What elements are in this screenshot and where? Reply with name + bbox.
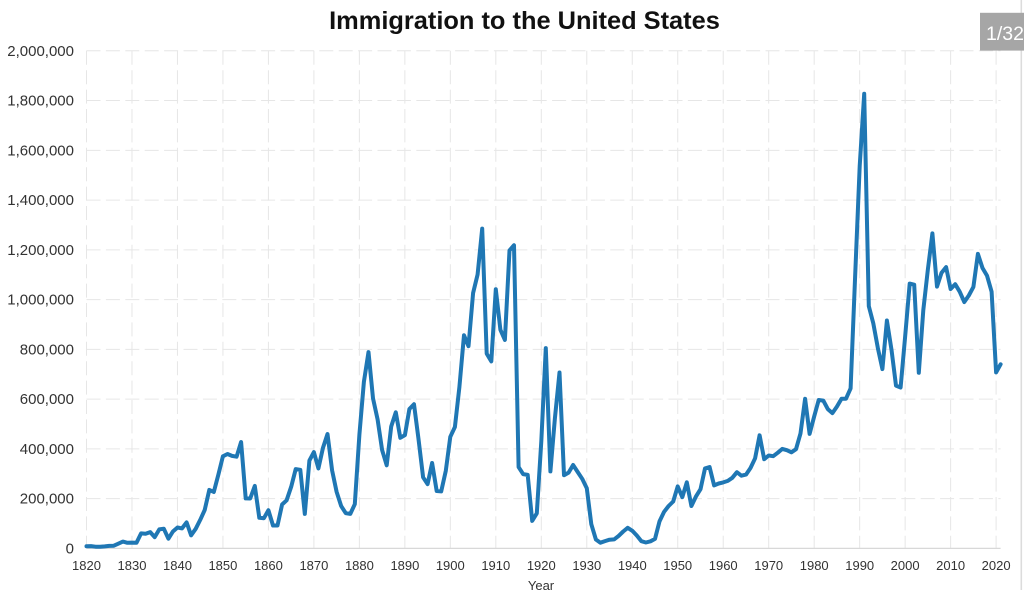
svg-text:1900: 1900 bbox=[436, 558, 465, 573]
svg-text:800,000: 800,000 bbox=[20, 341, 74, 358]
svg-text:Immigration to the United Stat: Immigration to the United States bbox=[329, 7, 720, 35]
svg-text:1910: 1910 bbox=[481, 558, 510, 573]
svg-text:Year: Year bbox=[528, 578, 555, 590]
svg-text:2020: 2020 bbox=[982, 558, 1011, 573]
svg-text:1,200,000: 1,200,000 bbox=[7, 242, 74, 259]
svg-text:1920: 1920 bbox=[527, 558, 556, 573]
svg-text:1840: 1840 bbox=[163, 558, 192, 573]
svg-text:1890: 1890 bbox=[390, 558, 419, 573]
svg-text:2000: 2000 bbox=[891, 558, 920, 573]
svg-text:1,800,000: 1,800,000 bbox=[7, 93, 74, 110]
svg-text:0: 0 bbox=[66, 540, 74, 557]
svg-text:1,000,000: 1,000,000 bbox=[7, 292, 74, 309]
svg-text:1820: 1820 bbox=[72, 558, 101, 573]
svg-text:400,000: 400,000 bbox=[20, 441, 74, 458]
svg-text:1880: 1880 bbox=[345, 558, 374, 573]
svg-text:200,000: 200,000 bbox=[20, 491, 74, 508]
svg-text:1970: 1970 bbox=[754, 558, 783, 573]
svg-text:1,400,000: 1,400,000 bbox=[7, 192, 74, 209]
svg-text:2010: 2010 bbox=[936, 558, 965, 573]
svg-text:1/32: 1/32 bbox=[986, 23, 1024, 45]
svg-text:600,000: 600,000 bbox=[20, 391, 74, 408]
svg-text:1870: 1870 bbox=[299, 558, 328, 573]
svg-text:1950: 1950 bbox=[663, 558, 692, 573]
svg-text:1990: 1990 bbox=[845, 558, 874, 573]
svg-text:1960: 1960 bbox=[709, 558, 738, 573]
svg-text:1830: 1830 bbox=[118, 558, 147, 573]
svg-text:2,000,000: 2,000,000 bbox=[7, 43, 74, 60]
svg-text:1940: 1940 bbox=[618, 558, 647, 573]
svg-text:1,600,000: 1,600,000 bbox=[7, 142, 74, 159]
svg-text:1860: 1860 bbox=[254, 558, 283, 573]
svg-text:1930: 1930 bbox=[572, 558, 601, 573]
svg-text:1850: 1850 bbox=[208, 558, 237, 573]
svg-text:1980: 1980 bbox=[800, 558, 829, 573]
